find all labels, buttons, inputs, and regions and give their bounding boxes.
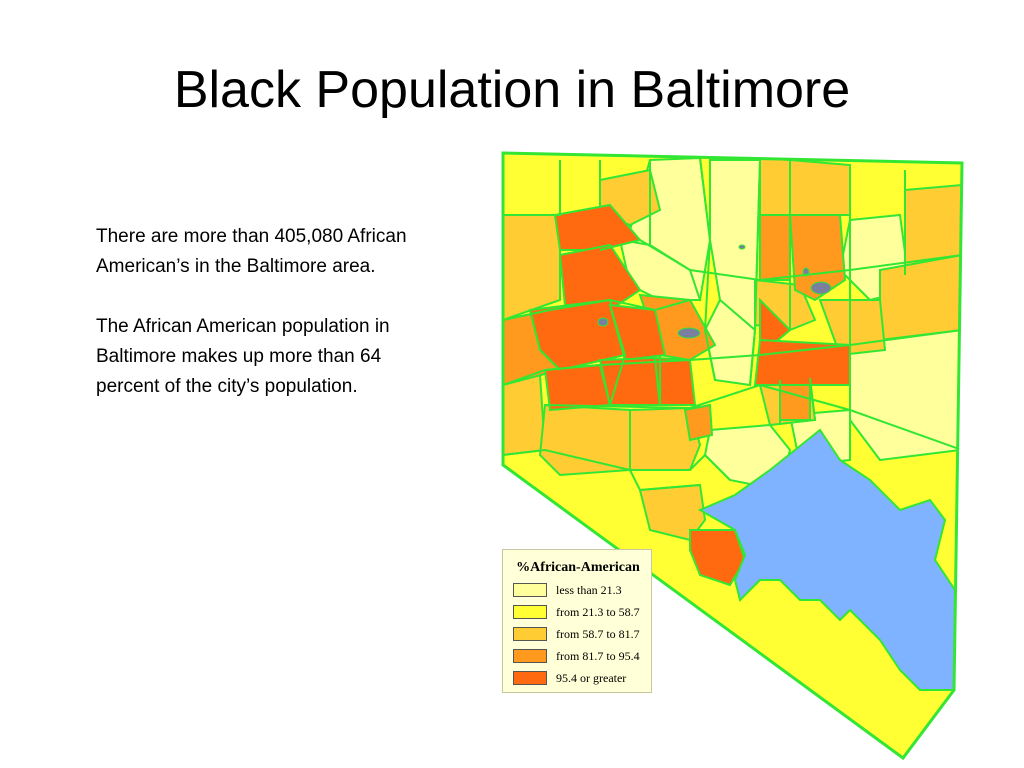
lake-c <box>810 281 832 295</box>
legend-row-class4: from 81.7 to 95.4 <box>513 648 648 666</box>
legend-row-class3: from 58.7 to 81.7 <box>513 626 648 644</box>
lake-e <box>738 244 746 250</box>
legend-label-class4: from 81.7 to 95.4 <box>556 649 640 663</box>
lake-a <box>677 327 701 339</box>
harbor-water <box>697 428 957 691</box>
legend-row-class2: from 21.3 to 58.7 <box>513 604 648 622</box>
legend-label-class1: less than 21.3 <box>556 583 622 597</box>
tract-regions <box>503 156 962 587</box>
tract-lightorange-l <box>759 156 791 216</box>
tract-darkorange-b <box>558 243 642 312</box>
paragraph-population-count: There are more than 405,080 African Amer… <box>96 226 407 277</box>
tract-lightorange-f <box>879 253 962 342</box>
legend-label-class5: 95.4 or greater <box>556 671 627 685</box>
tract-orange-c <box>759 214 791 281</box>
legend-label-class3: from 58.7 to 81.7 <box>556 627 640 641</box>
tract-lightorange-m <box>789 158 851 216</box>
tract-lightorange-c <box>538 403 631 477</box>
legend-row-class5: 95.4 or greater <box>513 670 648 688</box>
paragraph-population-percent: The African American population in Balti… <box>96 316 390 397</box>
legend-swatch-class2 <box>513 605 547 619</box>
legend-title: %African-American <box>516 560 640 575</box>
legend-swatch-class5 <box>513 671 547 685</box>
legend-swatch-class1 <box>513 583 547 597</box>
tract-light-c <box>703 298 757 387</box>
tract-boundaries <box>503 157 962 492</box>
tract-lightorange-h <box>818 299 887 357</box>
tract-lightorange-b <box>503 373 547 457</box>
legend-swatch-class3 <box>513 627 547 641</box>
map-legend: %African-American less than 21.3 from 21… <box>502 549 652 693</box>
legend-row-class1: less than 21.3 <box>513 582 648 600</box>
legend-swatch-class4 <box>513 649 547 663</box>
slide-body: There are more than 405,080 African Amer… <box>96 222 446 432</box>
city-outline <box>501 151 964 761</box>
tract-darkorange-g <box>653 356 697 406</box>
tract-darkorange-e <box>543 363 612 412</box>
legend-label-class2: from 21.3 to 58.7 <box>556 605 640 619</box>
lake-b <box>597 317 609 327</box>
tract-orange-f <box>683 403 714 442</box>
slide-title: Black Population in Baltimore <box>173 61 851 119</box>
